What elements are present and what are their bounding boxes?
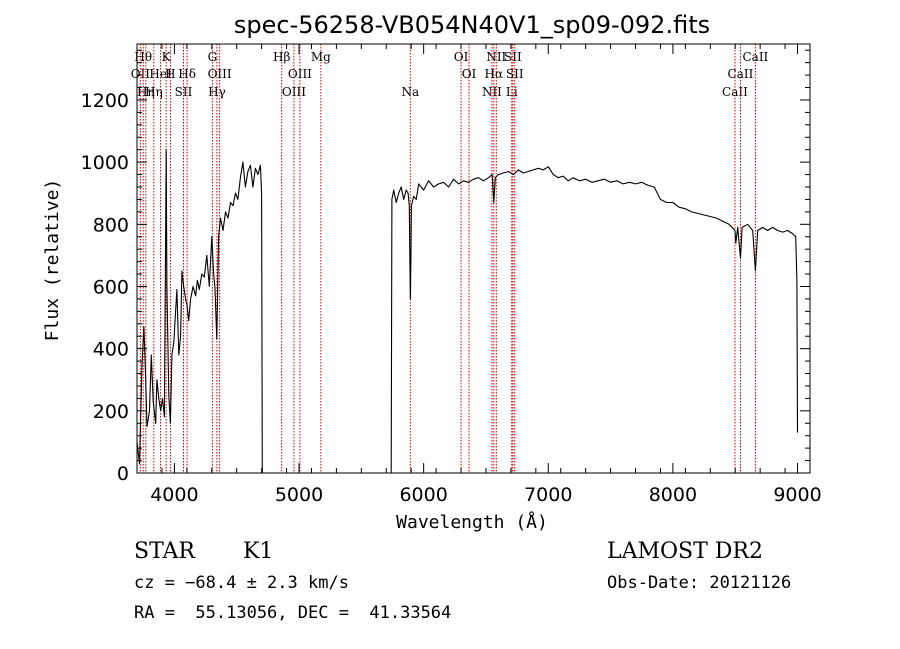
marker-label-12: Hβ [273,50,290,64]
plot-frame [136,43,811,474]
y-tick-label-5: 1000 [81,152,129,174]
axes: 4000 5000 6000 7000 8000 9000 0 200 400 600 800 100… [81,44,822,506]
marker-label-5: K [162,50,172,64]
sky-coordinates: RA = 55.13056, DEC = 41.33564 [134,603,452,623]
x-tick-label-2: 6000 [399,484,447,506]
marker-label-21: NII [486,50,506,64]
marker-label-3: Hη [145,85,163,99]
marker-label-1: Hθ [134,50,152,64]
y-tick-label-4: 800 [93,214,129,236]
y-axis-label: Flux (relative) [42,179,63,342]
spectrum-chart: spec-56258-VB054N40V1_sp09-092.fits OII H… [42,11,822,533]
marker-label-25: CaII [722,85,748,99]
marker-label-10: Hγ [208,85,226,99]
x-tick-label-0: 4000 [150,484,198,506]
marker-label-6: H [165,67,175,81]
marker-label-13: OIII [282,85,306,99]
line-markers: OIIHθHηHηHeIKHSIIHδGHγOIIIHβOIIIOIIIMgNa… [131,44,769,473]
observation-date: Obs-Date: 20121126 [607,573,792,593]
chart-title: spec-56258-VB054N40V1_sp09-092.fits [234,11,710,39]
marker-label-20: Hα [485,67,504,81]
marker-label-17: OI [454,50,469,64]
x-axis-label: Wavelength (Å) [396,511,548,533]
marker-label-24: SII [506,67,524,81]
y-tick-label-6: 1200 [81,90,129,112]
x-tick-label-4: 8000 [649,484,697,506]
object-subclass: K1 [243,539,274,564]
y-tick-label-2: 400 [93,339,129,361]
marker-label-23: SII [504,50,522,64]
object-class: STAR [134,539,195,564]
x-tick-label-1: 5000 [275,484,323,506]
marker-label-7: SII [175,85,193,99]
spectrum-line [136,149,799,474]
marker-label-26: CaII [728,67,754,81]
y-tick-label-0: 0 [117,463,129,485]
marker-label-19: NII [482,85,502,99]
marker-label-0: OII [131,67,151,81]
marker-label-9: G [208,50,218,64]
survey-label: LAMOST DR2 [607,539,763,564]
spectrum-series [136,149,799,474]
marker-label-22: Li [506,85,518,99]
y-tick-label-1: 200 [93,401,129,423]
marker-label-15: Mg [311,50,331,64]
y-tick-label-3: 600 [93,276,129,298]
marker-label-8: Hδ [178,67,196,81]
x-tick-label-5: 9000 [773,484,821,506]
marker-label-27: CaII [742,50,768,64]
marker-label-11: OIII [208,67,232,81]
marker-label-18: OI [462,67,477,81]
redshift-velocity: cz = −68.4 ± 2.3 km/s [134,573,349,593]
marker-label-16: Na [401,85,419,99]
marker-label-14: OIII [288,67,312,81]
x-tick-label-3: 7000 [524,484,572,506]
marker-label-2: Hη [137,85,155,99]
